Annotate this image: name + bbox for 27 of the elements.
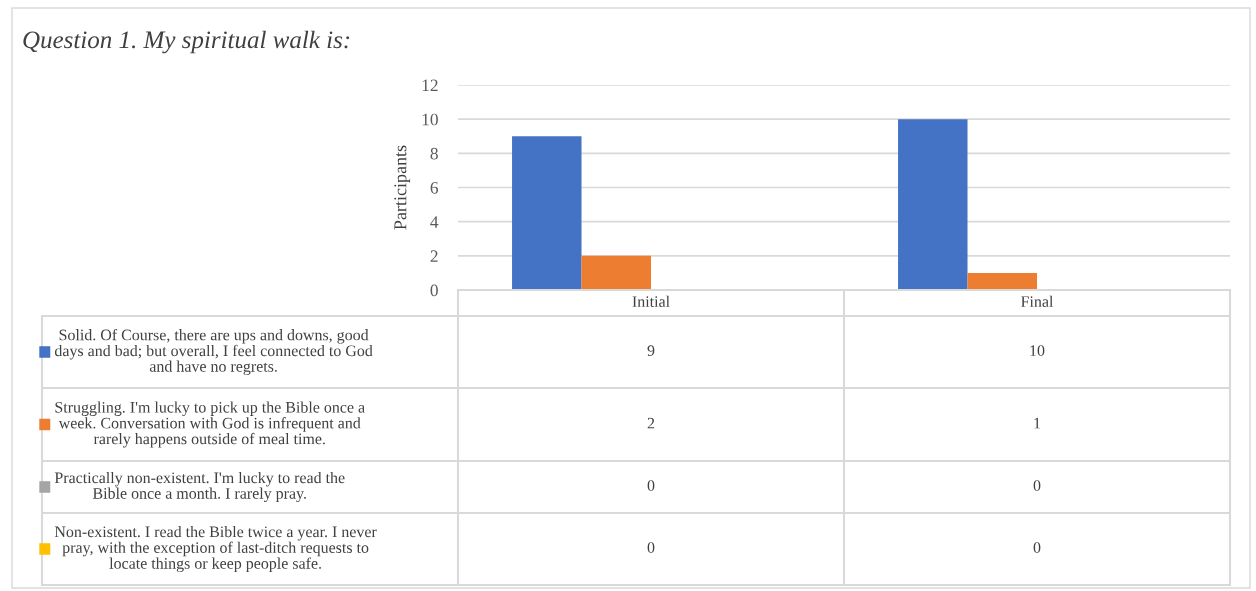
- data-label: 0: [647, 542, 655, 553]
- legend-label: Practically non-existent. I'm lucky to read the Bible once a month. I rarely pray.: [54, 471, 345, 503]
- y-tick-label: 2: [430, 250, 438, 262]
- y-tick-label: 12: [422, 79, 438, 92]
- bar: [898, 119, 968, 290]
- data-label: 0: [1033, 480, 1041, 491]
- y-tick-label: 10: [422, 113, 438, 126]
- data-label: 0: [1033, 542, 1041, 553]
- y-tick-label: 0: [430, 284, 438, 297]
- legend-label: Non-existent. I read the Bible twice a year. I never pray, with the exception of last-ditch requests to locate things or keep people safe.: [54, 525, 377, 573]
- bar: [512, 136, 582, 290]
- bar: [581, 255, 651, 290]
- data-label: 0: [647, 480, 655, 491]
- y-tick-label: 8: [430, 147, 438, 160]
- data-label: 1: [1034, 417, 1041, 429]
- text: Question 1. My spiritual walk is:: [23, 30, 350, 54]
- legend-label: Struggling. I'm lucky to pick up the Bible once a week. Conversation with God is infrequent and rarely happens outside of meal time.: [55, 401, 365, 448]
- y-tick-label: 4: [430, 216, 439, 228]
- x-tick-label: Final: [1021, 295, 1054, 307]
- data-label: 9: [647, 345, 655, 356]
- data-label: 2: [647, 417, 655, 429]
- y-tick-label: 6: [430, 182, 439, 194]
- y-axis-title: Participants: [394, 145, 411, 230]
- bar: [967, 272, 1037, 290]
- legend-label: Solid. Of Course, there are ups and downs, good days and bad; but overall, I feel connected to God and have no regrets.: [54, 328, 373, 376]
- data-label: 10: [1030, 345, 1045, 356]
- x-tick-label: Initial: [632, 295, 670, 307]
